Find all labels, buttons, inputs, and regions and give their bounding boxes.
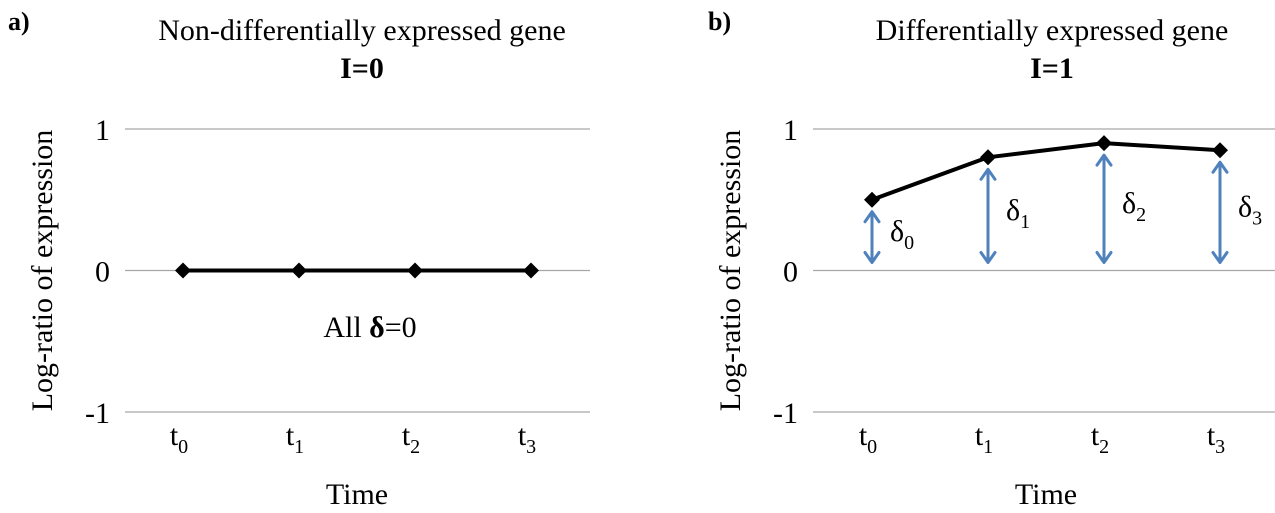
delta-label: δ2	[1122, 187, 1146, 226]
chart-subtitle: I=1	[1030, 52, 1074, 85]
data-point	[1096, 135, 1112, 151]
x-tick-label: t2	[402, 419, 420, 458]
y-tick-label: 0	[783, 256, 798, 289]
delta-arrow	[1213, 162, 1227, 262]
delta-label: δ0	[890, 215, 914, 254]
x-tick-label: t0	[859, 419, 877, 458]
data-point	[1212, 142, 1228, 158]
x-axis-label: Time	[1015, 478, 1077, 511]
y-tick-label: 1	[783, 114, 798, 147]
y-tick-label: -1	[85, 397, 110, 430]
delta-label: δ1	[1006, 194, 1030, 233]
y-tick-label: 0	[95, 256, 110, 289]
panel-label: b)	[708, 7, 731, 36]
data-point	[864, 192, 880, 208]
chart-panel-a: a) Non-differentially expressed gene I=0 1 0…	[8, 7, 590, 511]
x-tick-label: t1	[286, 419, 304, 458]
x-tick-label: t2	[1091, 419, 1109, 458]
x-axis-label: Time	[326, 478, 388, 511]
data-point	[175, 263, 191, 279]
series-line	[872, 143, 1220, 200]
y-axis-label: Log-ratio of expression	[714, 130, 747, 412]
delta-arrow	[1097, 155, 1111, 262]
y-tick-label: 1	[95, 114, 110, 147]
delta-label: δ3	[1238, 190, 1262, 229]
delta-arrow	[981, 169, 995, 262]
data-point	[291, 263, 307, 279]
annotation: All δ=0	[323, 311, 416, 344]
data-point	[523, 263, 539, 279]
chart-subtitle: I=0	[340, 52, 384, 85]
panel-label: a)	[8, 7, 30, 36]
x-tick-label: t3	[518, 419, 536, 458]
x-tick-label: t3	[1207, 419, 1225, 458]
y-tick-label: -1	[773, 397, 798, 430]
y-axis-label: Log-ratio of expression	[26, 130, 59, 412]
x-tick-label: t1	[975, 419, 993, 458]
x-tick-label: t0	[170, 419, 188, 458]
chart-title: Differentially expressed gene	[876, 14, 1229, 47]
delta-arrow	[865, 212, 879, 263]
data-point	[980, 149, 996, 165]
chart-title: Non-differentially expressed gene	[158, 14, 566, 47]
chart-panel-b: b) Differentially expressed gene I=1 1 0 -1 Lo…	[708, 7, 1275, 511]
data-point	[407, 263, 423, 279]
